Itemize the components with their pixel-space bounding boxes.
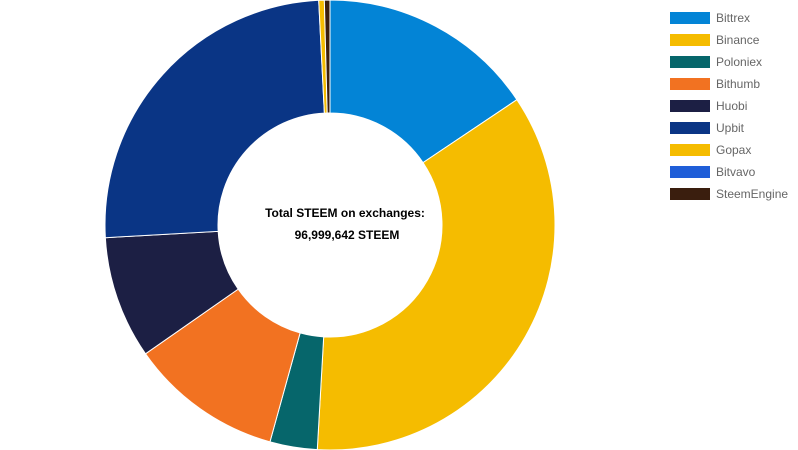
legend-item-steemengine[interactable]: SteemEngine [670,183,788,205]
legend-label: Binance [716,33,760,47]
donut-slices [104,0,556,450]
legend-label: Huobi [716,99,748,113]
legend-item-huobi[interactable]: Huobi [670,95,788,117]
slice-upbit[interactable] [104,0,325,239]
legend-item-binance[interactable]: Binance [670,29,788,51]
legend-swatch [670,144,710,156]
legend-swatch [670,78,710,90]
legend-item-bithumb[interactable]: Bithumb [670,73,788,95]
legend-item-bittrex[interactable]: Bittrex [670,7,788,29]
legend-label: SteemEngine [716,187,789,201]
legend-item-gopax[interactable]: Gopax [670,139,788,161]
legend-item-upbit[interactable]: Upbit [670,117,788,139]
legend-swatch [670,34,710,46]
legend: Bittrex Binance Poloniex Bithumb Huobi Upbit G… [670,7,788,205]
legend-label: Bittrex [716,11,751,25]
center-total-value: 96,999,642 STEEM [294,228,400,242]
legend-swatch [670,122,710,134]
legend-swatch [670,188,710,200]
legend-label: Upbit [716,121,745,135]
legend-item-bitvavo[interactable]: Bitvavo [670,161,788,183]
legend-swatch [670,100,710,112]
slice-bittrex[interactable] [329,0,518,164]
legend-item-poloniex[interactable]: Poloniex [670,51,788,73]
legend-label: Poloniex [716,55,763,69]
legend-swatch [670,12,710,24]
donut-chart [104,0,556,450]
legend-swatch [670,56,710,68]
legend-label: Gopax [716,143,752,157]
center-total-label: Total STEEM on exchanges: [265,206,425,220]
legend-swatch [670,166,710,178]
legend-label: Bitvavo [716,165,756,179]
legend-label: Bithumb [716,77,761,91]
slice-steemengine[interactable] [323,0,331,114]
slice-binance[interactable] [316,99,556,450]
